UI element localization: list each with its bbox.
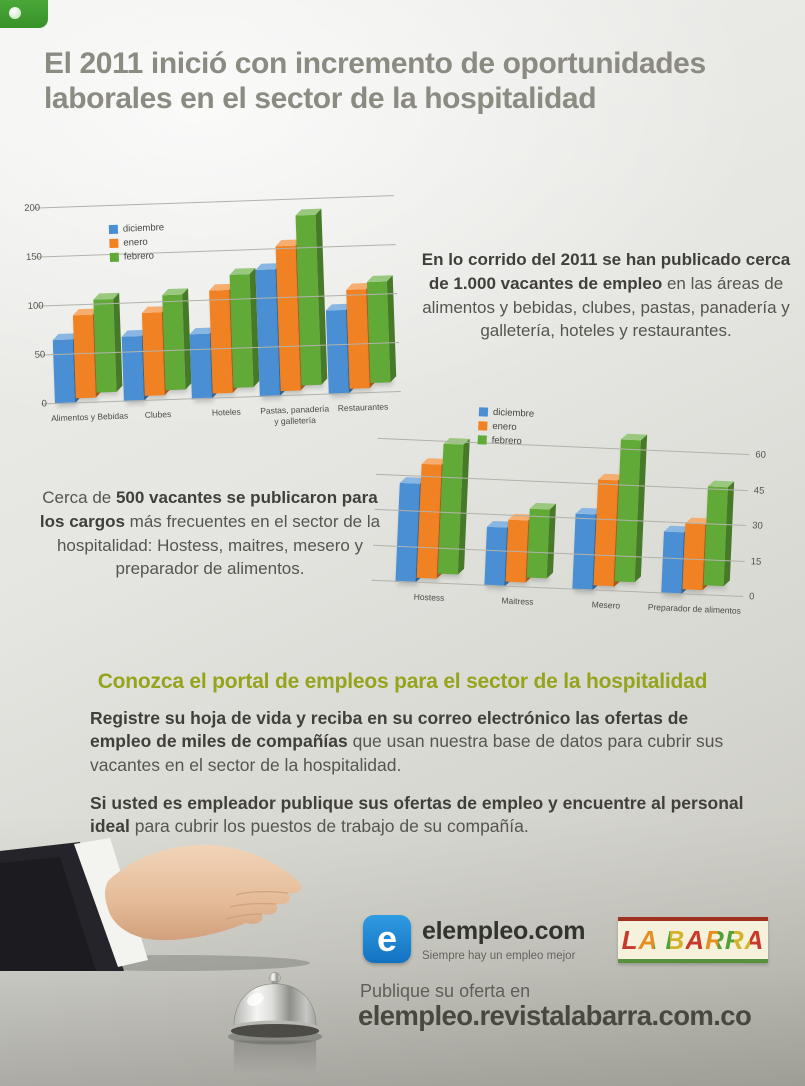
legend-item-enero: enero	[478, 420, 534, 433]
bar-diciembre	[52, 333, 81, 405]
bar-diciembre	[484, 520, 513, 587]
y-tick-label: 150	[25, 251, 43, 263]
portal-paragraph-2: Si usted es empleador publique sus ofert…	[90, 792, 752, 839]
chart-vacantes-cargos: diciembre enero febrero Hostess Maitress Mes…	[370, 403, 800, 653]
bar-side-face	[386, 275, 396, 383]
bar-diciembre	[121, 330, 150, 402]
y-tick-label: 45	[753, 484, 765, 497]
labarra-logo: LA BARRA	[618, 917, 768, 963]
bar-enero	[345, 282, 376, 389]
chart-legend: diciembre enero febrero	[108, 222, 166, 263]
legend-label: enero	[123, 236, 148, 249]
elempleo-name: elempleo.com	[422, 916, 586, 945]
elempleo-tagline: Siempre hay un empleo mejor	[422, 949, 576, 962]
bar-enero	[209, 283, 239, 394]
elempleo-logo-icon: e	[363, 915, 411, 963]
bar-side-face	[723, 481, 734, 587]
chart-plot-area: Alimentos y Bebidas Clubes Hoteles Pastas, …	[24, 195, 401, 426]
intro-bold-text: En lo corrido del 2011 se han publicado …	[421, 250, 791, 293]
corner-tab	[0, 0, 48, 28]
y-tick-label: 30	[752, 520, 764, 532]
chart-inner: diciembre enero febrero Hostess Maitress Mes…	[365, 394, 805, 663]
bar-diciembre	[660, 526, 690, 595]
service-bell-icon	[226, 966, 324, 1078]
hand-illustration	[0, 838, 310, 971]
bar-febrero	[614, 433, 648, 583]
portal-p1-bold: Registre su hoja de vida y reciba en su …	[90, 708, 689, 752]
y-tick-label: 60	[755, 449, 767, 461]
bar-febrero	[161, 288, 191, 391]
bar-enero	[73, 308, 102, 399]
corner-dot-icon	[9, 7, 21, 19]
cta-line: Publique su oferta en	[360, 981, 531, 1001]
legend-swatch-icon	[109, 252, 120, 263]
portal-heading: Conozca el portal de empleos para el sec…	[97, 670, 708, 693]
legend-item-enero: enero	[109, 236, 165, 249]
y-tick-label: 50	[34, 349, 46, 361]
legend-item-febrero: febrero	[109, 250, 166, 263]
bar-side-face	[546, 504, 556, 579]
y-tick-label: 0	[748, 591, 755, 603]
legend-label: febrero	[491, 434, 523, 448]
bar-side-face	[634, 434, 648, 583]
vacantes-paragraph: Cerca de 500 vacantes se publicaron para…	[28, 486, 392, 581]
legend-swatch-icon	[478, 407, 489, 417]
bar-febrero	[526, 503, 556, 579]
bar-febrero	[438, 437, 471, 575]
chart-plot-area: Hostess Maitress Mesero Preparador de alime…	[371, 433, 766, 616]
page-title: El 2011 inició con incremento de oportun…	[44, 47, 706, 116]
legend-swatch-icon	[109, 238, 119, 249]
bar-enero	[682, 517, 712, 591]
labarra-logo-text: LA BARRA	[621, 924, 765, 955]
legend-label: enero	[492, 420, 517, 433]
bell-illustration	[227, 972, 323, 1074]
intro-rest-text: en las áreas de alimentos y bebidas, clu…	[422, 273, 790, 341]
elempleo-logo: e elempleo.com Siempre hay un empleo mej…	[363, 915, 585, 963]
legend-swatch-icon	[478, 421, 488, 431]
hand-photo	[0, 833, 318, 971]
legend-label: febrero	[123, 250, 155, 263]
bar-febrero	[229, 268, 260, 388]
legend-item-diciembre: diciembre	[108, 222, 165, 235]
bar-diciembre	[572, 508, 603, 591]
bar-febrero	[366, 275, 396, 384]
bar-diciembre	[189, 327, 218, 400]
bar-diciembre	[325, 303, 355, 395]
legend-item-diciembre: diciembre	[478, 406, 535, 420]
bar-side-face	[458, 438, 471, 575]
category-label: Preparador de alimentos	[647, 601, 742, 616]
legend-label: diciembre	[122, 222, 165, 235]
intro-paragraph: En lo corrido del 2011 se han publicado …	[420, 248, 792, 343]
legend-item-febrero: febrero	[477, 434, 534, 448]
y-tick-label: 100	[27, 300, 44, 312]
legend-swatch-icon	[108, 224, 119, 235]
vacantes-bold-text: 500 vacantes se publicaron para los carg…	[39, 488, 378, 531]
y-tick-label: 200	[24, 202, 41, 215]
portal-p1-rest: que usan nuestra base de datos para cubr…	[90, 731, 724, 775]
vacantes-prefix: Cerca de	[42, 488, 116, 507]
bar-febrero	[93, 292, 123, 393]
portal-paragraph-1: Registre su hoja de vida y reciba en su …	[90, 707, 752, 777]
chart-legend: diciembre enero febrero	[477, 406, 535, 448]
portal-p2-bold: Si usted es empleador publique sus ofert…	[90, 793, 744, 837]
elempleo-logo-text: elempleo.com Siempre hay un empleo mejor	[422, 917, 585, 962]
bar-enero	[141, 305, 171, 396]
y-tick-label: 15	[750, 555, 762, 568]
vacantes-rest-text: más frecuentes en el sector de la hospit…	[56, 511, 381, 579]
legend-label: diciembre	[492, 406, 535, 420]
bar-febrero	[703, 480, 734, 587]
cta-url: elempleo.revistalabarra.com.co	[358, 1000, 752, 1031]
y-tick-label: 0	[41, 398, 48, 410]
portal-p2-rest: para cubrir los puestos de trabajo de su…	[129, 816, 529, 837]
legend-swatch-icon	[477, 435, 487, 445]
